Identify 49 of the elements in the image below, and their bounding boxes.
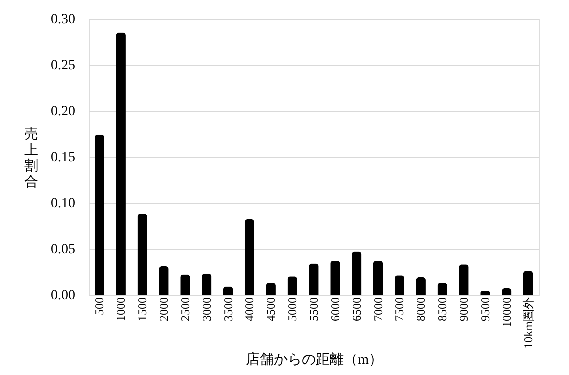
bar bbox=[244, 220, 255, 295]
x-tick-label: 3500 bbox=[221, 298, 236, 322]
x-tick-label: 4000 bbox=[242, 298, 257, 322]
x-tick-label: 4500 bbox=[264, 298, 278, 322]
bar bbox=[394, 276, 405, 295]
x-tick-label: 2500 bbox=[178, 298, 192, 322]
x-tick-label: 2000 bbox=[157, 298, 171, 322]
x-axis-title: 店舗からの距離（m） bbox=[246, 352, 383, 368]
bar bbox=[416, 278, 426, 295]
bar bbox=[116, 32, 126, 295]
y-tick-label: 0.00 bbox=[51, 288, 76, 304]
bar bbox=[352, 252, 362, 295]
bar bbox=[159, 266, 169, 295]
y-tick-label: 0.10 bbox=[51, 196, 76, 212]
bar bbox=[459, 264, 469, 295]
x-tick-label: 3000 bbox=[200, 298, 214, 322]
bar bbox=[202, 274, 212, 295]
bar bbox=[266, 283, 276, 295]
bar bbox=[373, 260, 384, 295]
y-tick-label: 0.05 bbox=[51, 242, 76, 258]
y-axis-title: 売上割合 bbox=[24, 126, 38, 190]
bar bbox=[523, 271, 534, 295]
bar bbox=[309, 264, 319, 295]
bar bbox=[180, 274, 190, 295]
bar bbox=[138, 214, 148, 295]
x-tick-label: 7000 bbox=[371, 298, 386, 322]
x-tick-label: 7500 bbox=[392, 298, 407, 322]
y-tick-label: 0.20 bbox=[51, 104, 76, 120]
x-tick-label: 8000 bbox=[414, 298, 428, 322]
x-tick-label: 10km圏外 bbox=[521, 298, 536, 349]
x-tick-label: 6500 bbox=[350, 298, 364, 322]
bar bbox=[288, 276, 298, 295]
bar bbox=[223, 286, 234, 295]
x-tick-label: 1500 bbox=[136, 298, 150, 322]
y-tick-label: 0.25 bbox=[51, 58, 76, 74]
bar bbox=[330, 260, 340, 295]
x-tick-label: 500 bbox=[92, 298, 107, 316]
bar bbox=[94, 134, 105, 295]
x-tick-label: 10000 bbox=[500, 298, 514, 328]
x-tick-label: 1000 bbox=[114, 298, 128, 322]
bar bbox=[438, 283, 448, 295]
x-tick-label: 5000 bbox=[286, 298, 300, 322]
x-tick-label: 9500 bbox=[478, 298, 492, 322]
x-tick-label: 6000 bbox=[328, 298, 342, 322]
y-tick-label: 0.30 bbox=[51, 12, 76, 28]
y-tick-label: 0.15 bbox=[51, 150, 76, 166]
x-tick-label: 5500 bbox=[307, 298, 321, 322]
x-tick-label: 8500 bbox=[436, 298, 450, 322]
x-tick-label: 9000 bbox=[457, 298, 471, 322]
